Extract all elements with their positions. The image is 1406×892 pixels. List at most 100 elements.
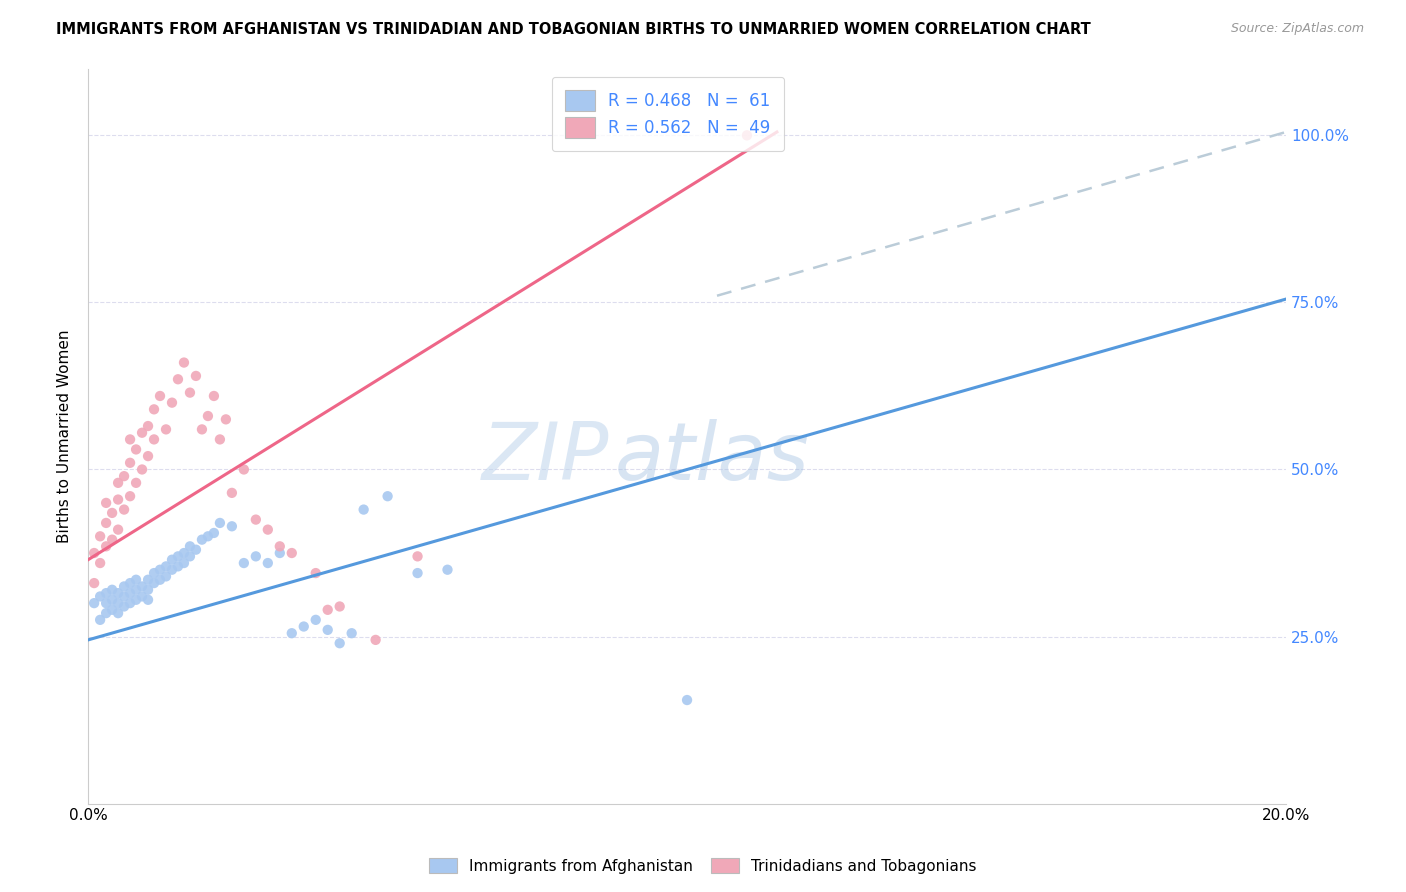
- Point: [101, 506, 124, 520]
- Point: [160, 563, 183, 577]
- Point: [340, 626, 363, 640]
- Point: [197, 529, 219, 543]
- Point: [131, 579, 153, 593]
- Point: [208, 433, 231, 447]
- Point: [120, 456, 142, 470]
- Point: [120, 433, 142, 447]
- Text: atlas: atlas: [616, 419, 810, 497]
- Point: [131, 590, 153, 604]
- Point: [120, 489, 142, 503]
- Point: [125, 573, 148, 587]
- Point: [256, 523, 278, 537]
- Point: [120, 586, 142, 600]
- Point: [101, 603, 124, 617]
- Point: [184, 368, 207, 383]
- Point: [131, 462, 153, 476]
- Point: [143, 433, 166, 447]
- Point: [232, 462, 254, 476]
- Point: [112, 579, 135, 593]
- Point: [94, 496, 117, 510]
- Point: [316, 603, 339, 617]
- Point: [131, 425, 153, 440]
- Point: [202, 389, 225, 403]
- Point: [155, 569, 177, 583]
- Legend: Immigrants from Afghanistan, Trinidadians and Tobagonians: Immigrants from Afghanistan, Trinidadian…: [423, 852, 983, 880]
- Point: [202, 525, 225, 540]
- Point: [89, 529, 111, 543]
- Point: [107, 475, 129, 490]
- Point: [316, 623, 339, 637]
- Point: [179, 385, 201, 400]
- Point: [94, 596, 117, 610]
- Point: [107, 492, 129, 507]
- Point: [101, 582, 124, 597]
- Text: Source: ZipAtlas.com: Source: ZipAtlas.com: [1230, 22, 1364, 36]
- Point: [83, 596, 105, 610]
- Point: [125, 592, 148, 607]
- Point: [112, 590, 135, 604]
- Point: [245, 549, 267, 564]
- Point: [179, 549, 201, 564]
- Point: [191, 422, 214, 436]
- Point: [173, 546, 195, 560]
- Point: [173, 355, 195, 369]
- Point: [245, 513, 267, 527]
- Point: [83, 576, 105, 591]
- Point: [281, 626, 304, 640]
- Point: [94, 586, 117, 600]
- Point: [364, 632, 387, 647]
- Point: [101, 592, 124, 607]
- Point: [676, 693, 699, 707]
- Point: [191, 533, 214, 547]
- Point: [112, 502, 135, 516]
- Point: [160, 552, 183, 566]
- Point: [353, 502, 375, 516]
- Point: [735, 128, 758, 143]
- Point: [125, 582, 148, 597]
- Point: [89, 613, 111, 627]
- Point: [136, 449, 159, 463]
- Point: [107, 523, 129, 537]
- Point: [256, 556, 278, 570]
- Point: [208, 516, 231, 530]
- Point: [173, 556, 195, 570]
- Point: [184, 542, 207, 557]
- Point: [107, 586, 129, 600]
- Point: [112, 469, 135, 483]
- Point: [136, 573, 159, 587]
- Point: [83, 546, 105, 560]
- Point: [221, 519, 243, 533]
- Point: [155, 422, 177, 436]
- Point: [197, 409, 219, 423]
- Point: [94, 516, 117, 530]
- Point: [89, 556, 111, 570]
- Point: [149, 563, 172, 577]
- Point: [167, 372, 190, 386]
- Text: ZIP: ZIP: [482, 419, 609, 497]
- Text: IMMIGRANTS FROM AFGHANISTAN VS TRINIDADIAN AND TOBAGONIAN BIRTHS TO UNMARRIED WO: IMMIGRANTS FROM AFGHANISTAN VS TRINIDADI…: [56, 22, 1091, 37]
- Point: [329, 599, 352, 614]
- Point: [179, 539, 201, 553]
- Y-axis label: Births to Unmarried Women: Births to Unmarried Women: [58, 329, 72, 543]
- Point: [112, 599, 135, 614]
- Point: [120, 596, 142, 610]
- Point: [269, 546, 291, 560]
- Point: [406, 549, 429, 564]
- Point: [125, 442, 148, 457]
- Point: [143, 576, 166, 591]
- Legend: R = 0.468   N =  61, R = 0.562   N =  49: R = 0.468 N = 61, R = 0.562 N = 49: [551, 77, 785, 151]
- Point: [101, 533, 124, 547]
- Point: [136, 592, 159, 607]
- Point: [215, 412, 238, 426]
- Point: [125, 475, 148, 490]
- Point: [377, 489, 399, 503]
- Point: [143, 402, 166, 417]
- Point: [149, 573, 172, 587]
- Point: [167, 559, 190, 574]
- Point: [292, 619, 315, 633]
- Point: [160, 395, 183, 409]
- Point: [94, 606, 117, 620]
- Point: [94, 539, 117, 553]
- Point: [120, 576, 142, 591]
- Point: [89, 590, 111, 604]
